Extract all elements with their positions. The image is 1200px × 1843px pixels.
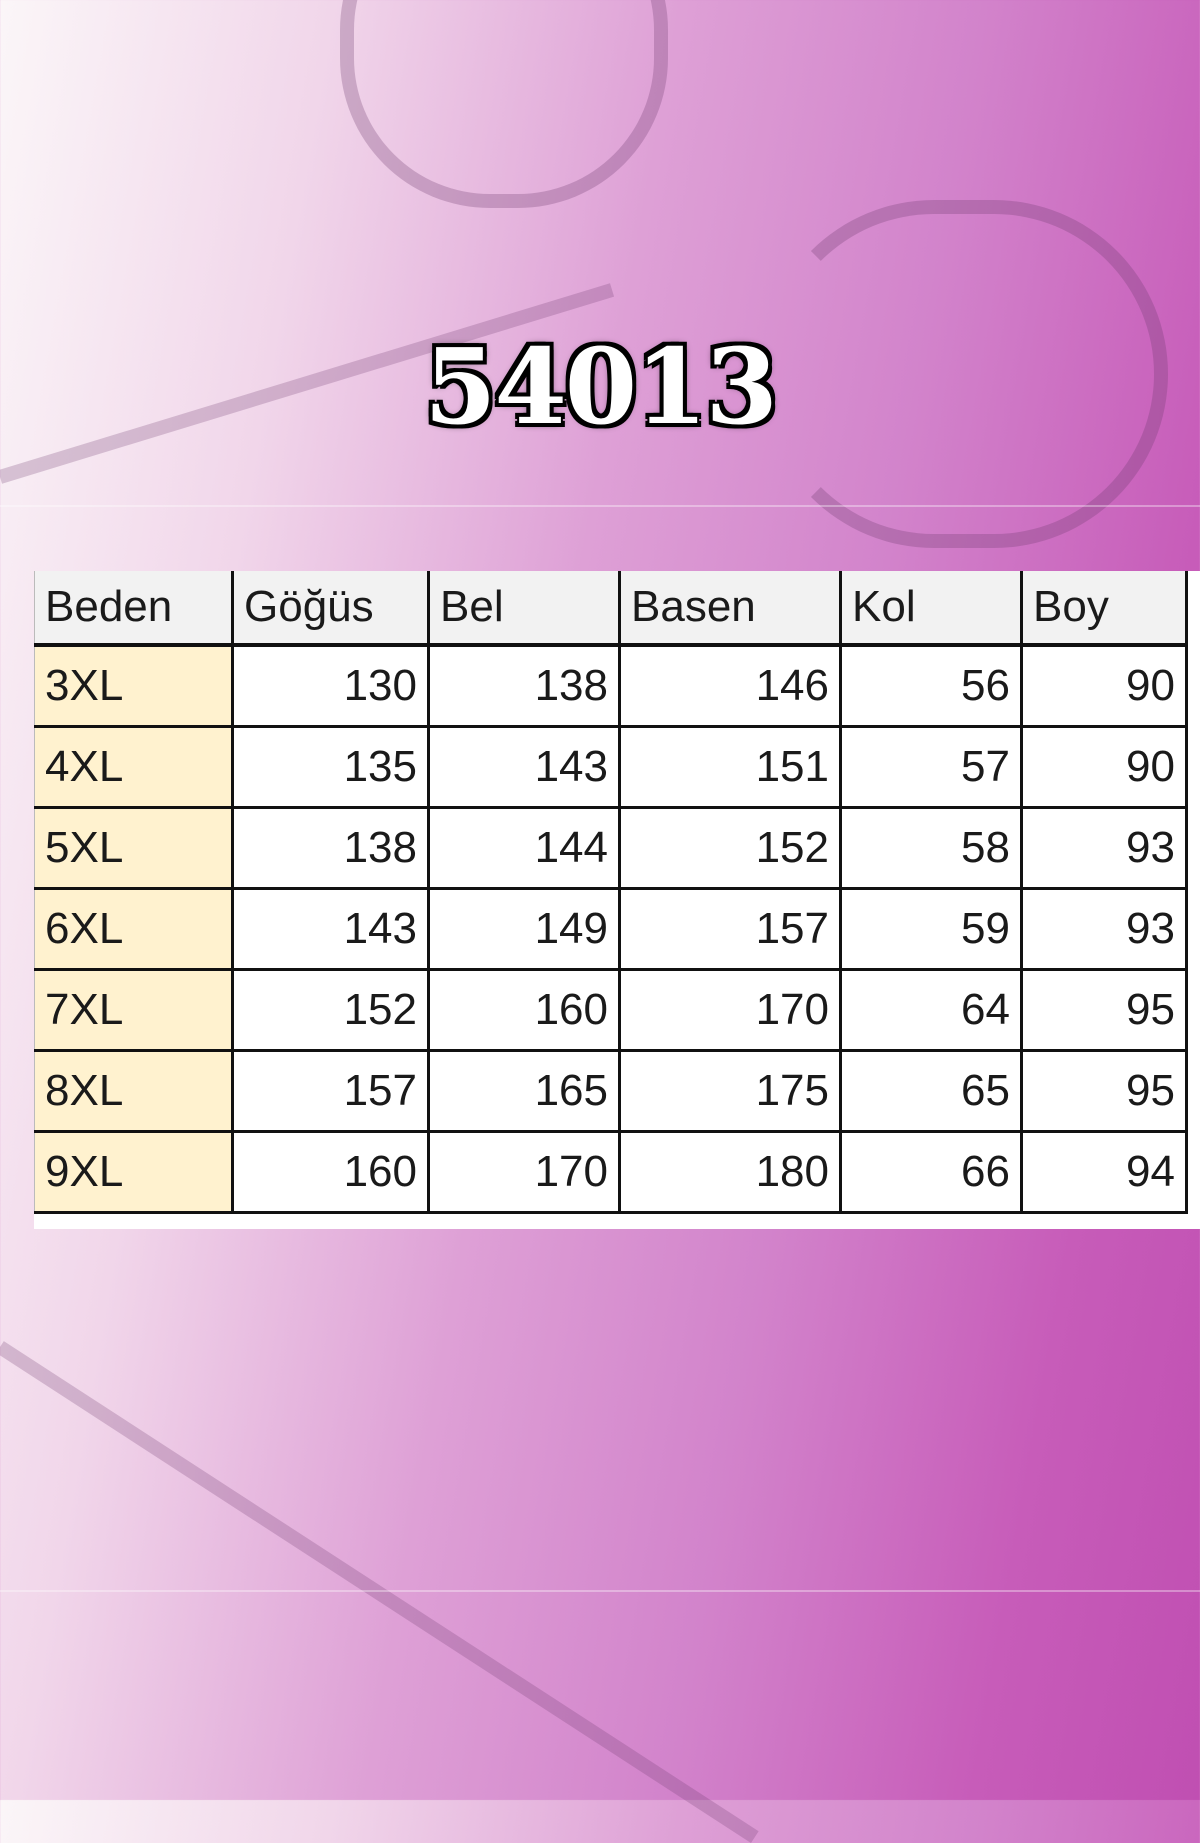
measurement-cell: 66 [839, 1130, 1023, 1214]
size-cell: 6XL [34, 887, 234, 971]
measurement-cell: 135 [231, 725, 430, 809]
measurement-cell: 93 [1020, 806, 1188, 890]
measurement-cell: 165 [427, 1049, 621, 1133]
measurement-cell: 130 [231, 643, 430, 728]
size-table: Beden Göğüs Bel Basen Kol Boy 3XL 130 138 146 56 9… [34, 571, 1188, 1214]
hanger-hook-decoration [340, 0, 668, 208]
measurement-cell: 170 [618, 968, 842, 1052]
column-header: Boy [1020, 571, 1188, 647]
size-cell: 8XL [34, 1049, 234, 1133]
measurement-cell: 90 [1020, 725, 1188, 809]
size-cell: 7XL [34, 968, 234, 1052]
column-header: Beden [34, 571, 234, 647]
measurement-cell: 170 [427, 1130, 621, 1214]
column-header: Kol [839, 571, 1023, 647]
measurement-cell: 138 [231, 806, 430, 890]
measurement-cell: 64 [839, 968, 1023, 1052]
table-row: 7XL 152 160 170 64 95 [34, 968, 1188, 1052]
measurement-cell: 58 [839, 806, 1023, 890]
measurement-cell: 90 [1020, 643, 1188, 728]
plank-line [0, 505, 1200, 507]
table-row: 8XL 157 165 175 65 95 [34, 1049, 1188, 1133]
measurement-cell: 152 [231, 968, 430, 1052]
measurement-cell: 160 [427, 968, 621, 1052]
size-cell: 9XL [34, 1130, 234, 1214]
size-cell: 3XL [34, 643, 234, 728]
table-row: 4XL 135 143 151 57 90 [34, 725, 1188, 809]
measurement-cell: 175 [618, 1049, 842, 1133]
plank-line [0, 1590, 1200, 1592]
column-header: Basen [618, 571, 842, 647]
measurement-cell: 94 [1020, 1130, 1188, 1214]
measurement-cell: 157 [618, 887, 842, 971]
measurement-cell: 65 [839, 1049, 1023, 1133]
product-code-title: 54013 [422, 323, 780, 450]
measurement-cell: 56 [839, 643, 1023, 728]
measurement-cell: 95 [1020, 1049, 1188, 1133]
table-header-row: Beden Göğüs Bel Basen Kol Boy [34, 571, 1188, 647]
table-row: 5XL 138 144 152 58 93 [34, 806, 1188, 890]
measurement-cell: 151 [618, 725, 842, 809]
size-cell: 5XL [34, 806, 234, 890]
column-header: Bel [427, 571, 621, 647]
measurement-cell: 144 [427, 806, 621, 890]
measurement-cell: 157 [231, 1049, 430, 1133]
table-row: 6XL 143 149 157 59 93 [34, 887, 1188, 971]
table-row: 9XL 160 170 180 66 94 [34, 1130, 1188, 1214]
measurement-cell: 59 [839, 887, 1023, 971]
column-header: Göğüs [231, 571, 430, 647]
measurement-cell: 95 [1020, 968, 1188, 1052]
measurement-cell: 149 [427, 887, 621, 971]
hanger-bar-decoration [0, 1341, 759, 1843]
measurement-cell: 152 [618, 806, 842, 890]
table-row: 3XL 130 138 146 56 90 [34, 643, 1188, 728]
measurement-cell: 57 [839, 725, 1023, 809]
measurement-cell: 143 [231, 887, 430, 971]
size-cell: 4XL [34, 725, 234, 809]
measurement-cell: 146 [618, 643, 842, 728]
measurement-cell: 138 [427, 643, 621, 728]
measurement-cell: 160 [231, 1130, 430, 1214]
measurement-cell: 143 [427, 725, 621, 809]
size-chart: Beden Göğüs Bel Basen Kol Boy 3XL 130 138 146 56 9… [34, 571, 1200, 1229]
measurement-cell: 180 [618, 1130, 842, 1214]
measurement-cell: 93 [1020, 887, 1188, 971]
